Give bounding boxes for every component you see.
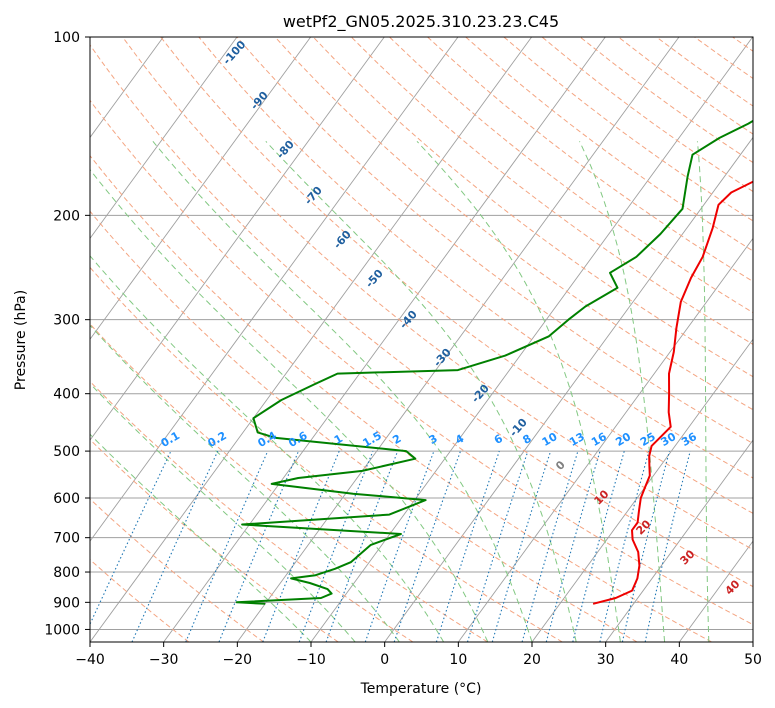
x-tick-label: 30 [597, 652, 615, 668]
mixing-ratio-line [521, 450, 579, 642]
mixing-ratio-line [621, 450, 671, 642]
mixing-ratio-line [572, 450, 625, 642]
mixing-ratio-line [491, 450, 552, 642]
moist-adiabat-line [90, 324, 400, 642]
x-tick-label: 40 [670, 652, 688, 668]
mixing-ratio-line [435, 450, 500, 642]
dry-adiabat-line [350, 37, 753, 345]
moist-adiabat-line [265, 140, 577, 642]
mixing-ratio-line [364, 450, 435, 642]
dry-adiabat-line [90, 558, 190, 642]
chart-title: wetPf2_GN05.2025.310.23.23.C45 [283, 12, 559, 32]
isotherm-line [90, 37, 459, 542]
y-tick-label: 1000 [44, 622, 80, 638]
mixing-ratio-line [599, 450, 650, 642]
moist-adiabat-line [579, 141, 666, 642]
moist-adiabat-line [696, 141, 710, 642]
x-tick-label: 0 [380, 652, 389, 668]
x-axis-label: Temperature (°C) [360, 681, 482, 697]
temperature-profile-line [592, 180, 753, 605]
mixing-ratio-line [218, 450, 300, 642]
y-axis: 100 200 300 400 500 600 700 800 900 1000 [44, 30, 90, 638]
y-tick-label: 700 [53, 531, 80, 547]
x-tick-label: 10 [449, 652, 467, 668]
y-tick-label: 500 [53, 444, 80, 460]
mixing-ratio-line [325, 450, 399, 642]
y-tick-label: 600 [53, 491, 80, 507]
dry-adiabat-line [198, 37, 753, 479]
plot-frame [89, 36, 754, 643]
x-tick-label: 20 [523, 652, 541, 668]
isotherm-line [90, 37, 533, 642]
y-tick-label: 800 [53, 565, 80, 581]
dry-adiabat-line [90, 380, 414, 642]
mixing-ratio-line [644, 450, 691, 642]
y-tick-label: 300 [53, 313, 80, 329]
moist-adiabat-line [90, 168, 489, 642]
dry-adiabat-line [90, 99, 753, 626]
dry-adiabat-line [312, 37, 753, 378]
dewpoint-profile-line [235, 119, 753, 605]
mixing-ratio-line [131, 450, 219, 642]
isotherm-line [90, 37, 385, 441]
mixing-ratio-line [298, 450, 374, 642]
x-tick-label: 50 [744, 652, 762, 668]
y-axis-label: Pressure (hPa) [13, 290, 29, 390]
mixing-ratio-line [466, 450, 529, 642]
x-tick-label: −10 [296, 652, 326, 668]
mixing-ratio-line [545, 450, 601, 642]
dry-adiabat-line [90, 44, 753, 588]
series-lines [235, 119, 753, 605]
y-tick-label: 100 [53, 30, 80, 46]
mixing-ratio-line [393, 450, 462, 642]
y-tick-label: 900 [53, 595, 80, 611]
isotherm-line [90, 37, 312, 341]
mixing-ratio-line [262, 450, 340, 642]
isotherm-line [310, 37, 753, 642]
x-tick-label: −20 [223, 652, 253, 668]
x-tick-label: −30 [149, 652, 179, 668]
dry-adiabat-line [90, 266, 563, 642]
moist-adiabat-line [90, 433, 312, 642]
x-tick-label: −40 [75, 652, 105, 668]
isotherm-line [90, 37, 238, 240]
background-lines [90, 37, 753, 642]
x-axis: −40 −30 −20 −10 0 10 20 30 40 50 [75, 642, 762, 668]
y-tick-label: 400 [53, 387, 80, 403]
moist-adiabat-line [416, 140, 621, 642]
isotherm-line [236, 37, 680, 642]
moist-adiabat-line [90, 382, 356, 642]
y-tick-label: 200 [53, 208, 80, 224]
isotherm-line [163, 37, 606, 642]
moist-adiabat-line [152, 140, 533, 642]
isotherm-line [457, 237, 753, 642]
dry-adiabat-line [122, 37, 753, 551]
dry-adiabat-line [90, 154, 712, 642]
moist-adiabat-line [90, 255, 445, 642]
isotherm-line [605, 439, 753, 642]
mixing-ratio-line [185, 450, 269, 642]
